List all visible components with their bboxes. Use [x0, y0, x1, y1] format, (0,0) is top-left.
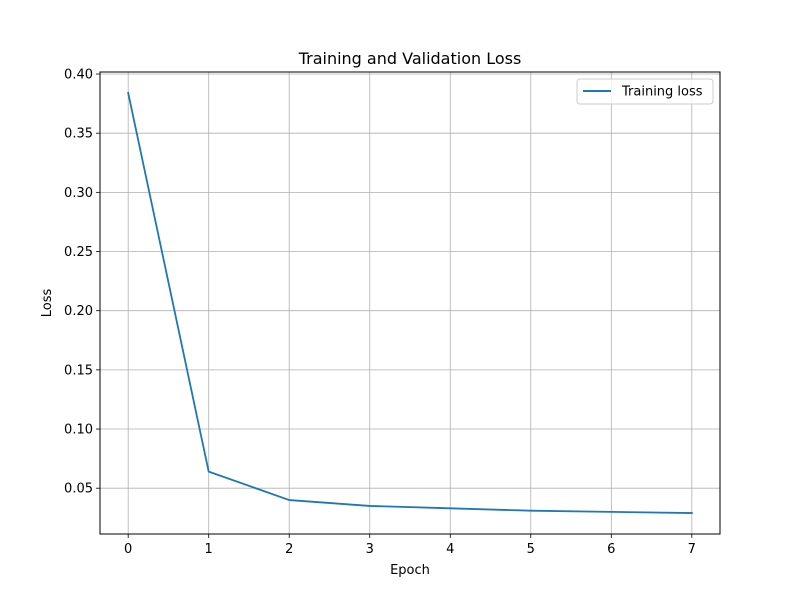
- x-tick-label: 3: [366, 542, 374, 557]
- y-tick-label: 0.35: [64, 127, 93, 142]
- legend-frame: [576, 78, 714, 105]
- x-tick-label: 2: [285, 542, 293, 557]
- series-lines: [127, 91, 693, 514]
- chart-title: Training and Validation Loss: [298, 49, 522, 68]
- x-tick-label: 1: [205, 542, 213, 557]
- x-tick-label: 5: [527, 542, 535, 557]
- y-tick-label: 0.15: [64, 363, 93, 378]
- x-axis-label: Epoch: [390, 563, 430, 578]
- y-tick-label: 0.05: [64, 482, 93, 497]
- legend-label-training-loss: Training loss: [621, 85, 703, 100]
- plot-area-background: [100, 72, 720, 534]
- y-tick-label: 0.30: [64, 186, 93, 201]
- y-tick-label: 0.20: [64, 304, 93, 319]
- plot-frame: [99, 71, 721, 535]
- x-tick-label: 7: [688, 542, 696, 557]
- x-tick-label: 6: [607, 542, 615, 557]
- legend: Training loss: [576, 78, 714, 105]
- grid-lines: [100, 72, 720, 534]
- y-axis-label: Loss: [40, 289, 55, 318]
- y-tick-label: 0.40: [64, 68, 93, 83]
- x-tick-label: 0: [124, 542, 132, 557]
- y-tick-label: 0.25: [64, 245, 93, 260]
- series-line-training-loss: [127, 91, 693, 514]
- x-tick-label: 4: [446, 542, 454, 557]
- y-tick-label: 0.10: [64, 423, 93, 438]
- axis-ticks: 0 1 2 3 4 5 6 7 0.05 0.10 0.15 0.20 0.25 0.30 0.35 0.40: [64, 68, 696, 557]
